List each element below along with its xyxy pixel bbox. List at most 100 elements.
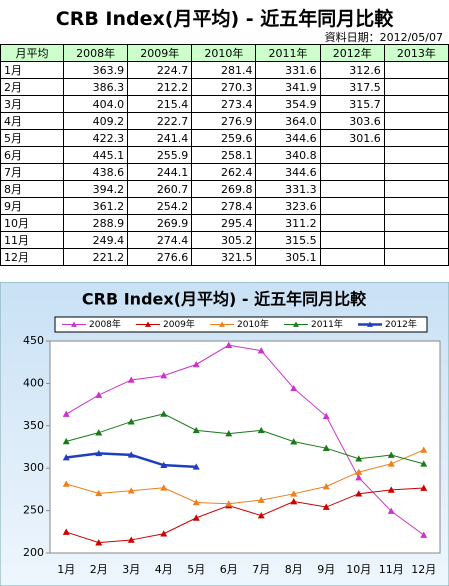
table-cell: 305.1 [255,248,321,266]
y-tick-label: 300 [23,461,44,474]
table-row: 3月 404.0 215.4 273.4 354.9 315.7 [0,95,449,113]
point-marker [95,449,103,457]
table-cell: 438.6 [62,163,129,181]
table-row: 12月 221.2 276.6 321.5 305.1 [0,248,449,266]
point-marker [62,454,70,461]
point-marker [355,468,363,475]
table-cell [383,231,449,249]
table-cell: 340.8 [255,146,321,164]
table-cell [383,214,449,232]
table-cell: 315.7 [319,95,385,113]
table-cell: 273.4 [191,95,257,113]
x-tick-label: 6月 [220,563,238,576]
point-marker [257,512,265,519]
point-marker [62,528,70,535]
table-cell: 312.6 [319,61,385,79]
data-date: 資料日期：2012/05/07 [324,31,443,44]
table-cell: 445.1 [62,146,129,164]
point-marker [257,347,265,354]
table-row: 8月 394.2 260.7 269.8 331.3 [0,180,449,198]
table-cell: 月平均 [0,44,64,62]
table-row: 9月 361.2 254.2 278.4 323.6 [0,197,449,215]
point-marker [192,514,200,521]
table-cell: 315.5 [255,231,321,249]
table-cell [319,214,385,232]
legend-marker [293,321,299,327]
table-cell: 386.3 [62,78,129,96]
table-cell: 344.6 [255,129,321,147]
y-tick-label: 450 [23,334,44,347]
table-cell: 11月 [0,231,64,249]
x-tick-label: 11月 [379,563,404,576]
legend-marker [367,321,373,327]
point-marker [160,410,168,417]
table-cell [383,163,449,181]
x-tick-label: 2月 [90,563,108,576]
table-cell: 5月 [0,129,64,147]
x-tick-label: 10月 [346,563,371,576]
point-marker [322,412,330,420]
point-marker [95,429,103,436]
series-line [66,413,424,465]
table-row: 月平均 2008年 2009年 2010年 2011年 2012年 2013年 [0,44,449,62]
point-marker [127,487,135,494]
table-cell: 354.9 [255,95,321,113]
table-cell: 244.1 [127,163,193,181]
point-marker [257,426,265,434]
table-cell: 7月 [0,163,64,181]
point-marker [387,507,395,514]
table-cell: 2011年 [255,44,321,62]
table-cell [383,112,449,130]
point-marker [322,444,330,451]
point-marker [192,498,200,506]
x-tick-label: 9月 [317,563,335,576]
table-cell: 2009年 [127,44,193,62]
table-cell: 311.2 [255,214,321,232]
table-cell: 10月 [0,214,64,232]
legend-label: 2009年 [163,318,195,330]
table-cell: 2013年 [383,44,449,62]
series-line [66,449,424,505]
table-cell [319,197,385,215]
table-cell: 212.2 [127,78,193,96]
table-cell: 422.3 [62,129,129,147]
table-cell: 4月 [0,112,64,130]
point-marker [290,490,298,497]
plot-area [49,340,441,554]
point-marker [322,483,330,490]
table-cell: 258.1 [191,146,257,164]
table-cell: 363.9 [62,61,129,79]
table-cell: 305.2 [191,231,257,249]
table-cell: 2月 [0,78,64,96]
point-marker [225,341,233,348]
table-cell [319,180,385,198]
point-marker [62,480,70,487]
point-marker [127,418,135,425]
table-row: 11月 249.4 274.4 305.2 315.5 [0,231,449,249]
table-cell: 12月 [0,248,64,266]
table-cell: 269.9 [127,214,193,232]
y-tick-label: 400 [23,376,44,389]
table-cell: 295.4 [191,214,257,232]
table-cell: 241.4 [127,129,193,147]
table-cell [383,146,449,164]
point-marker [290,438,298,445]
point-marker [290,498,298,505]
x-tick-label: 4月 [155,563,173,576]
table-row: 10月 288.9 269.9 295.4 311.2 [0,214,449,232]
point-marker [127,376,135,383]
table-cell: 224.7 [127,61,193,79]
x-tick-label: 8月 [285,563,303,576]
legend-marker [71,321,77,327]
point-marker [95,489,103,497]
point-marker [420,446,428,453]
point-marker [127,451,135,458]
legend-marker [219,321,225,327]
table-cell: 260.7 [127,180,193,198]
point-marker [322,503,330,510]
x-tick-label: 3月 [122,563,140,576]
table-cell: 361.2 [62,197,129,215]
x-tick-label: 1月 [57,563,75,576]
table-cell: 2008年 [62,44,129,62]
